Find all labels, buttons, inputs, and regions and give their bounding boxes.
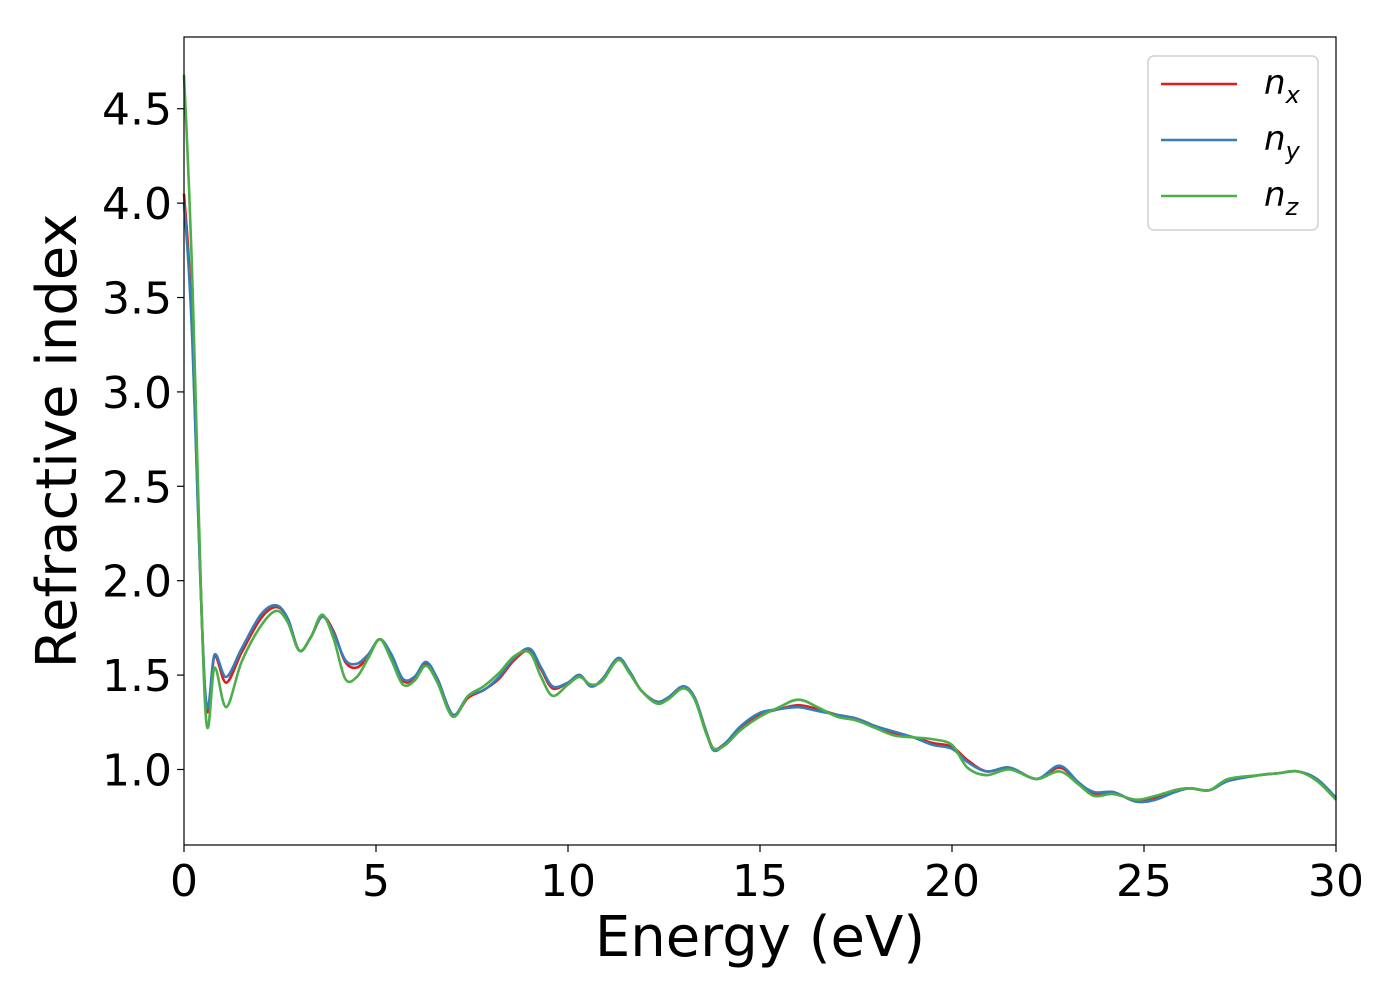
- y-axis-label: Refractive index: [25, 214, 90, 669]
- x-tick-label: 5: [362, 856, 390, 907]
- x-tick-label: 15: [732, 856, 788, 907]
- y-tick-label: 4.5: [102, 85, 172, 136]
- y-tick-label: 2.0: [102, 557, 172, 608]
- y-tick-label: 3.5: [102, 274, 172, 325]
- x-tick-label: 30: [1308, 856, 1364, 907]
- y-tick-label: 3.0: [102, 368, 172, 419]
- y-tick-label: 1.5: [102, 651, 172, 702]
- legend-box: [1147, 55, 1319, 231]
- x-tick-label: 0: [170, 856, 198, 907]
- x-tick-label: 10: [540, 856, 596, 907]
- series-line-n-z: [182, 74, 1337, 801]
- x-tick-label: 25: [1116, 856, 1172, 907]
- x-axis-ticks: 0 5 10 15 20 25 30: [170, 845, 1364, 907]
- x-tick-label: 20: [924, 856, 980, 907]
- x-axis-label: Energy (eV): [595, 905, 925, 970]
- y-tick-label: 4.0: [102, 179, 172, 230]
- y-tick-label: 2.5: [102, 462, 172, 513]
- y-axis-ticks: 1.0 1.5 2.0 2.5 3.0 3.5 4.0 4.5: [102, 85, 184, 796]
- series-lines: [182, 74, 1337, 804]
- y-tick-label: 1.0: [102, 745, 172, 796]
